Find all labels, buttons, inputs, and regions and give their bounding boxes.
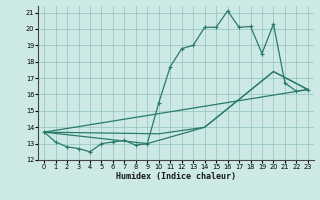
X-axis label: Humidex (Indice chaleur): Humidex (Indice chaleur) xyxy=(116,172,236,181)
